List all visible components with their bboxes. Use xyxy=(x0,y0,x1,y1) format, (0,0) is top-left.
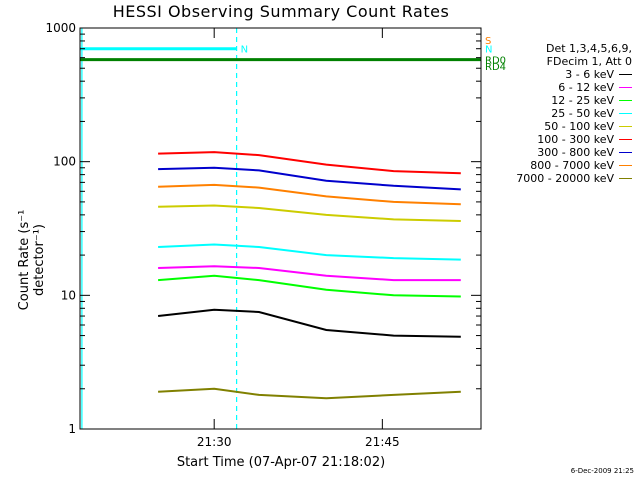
series-line-50-100-kev xyxy=(158,204,461,222)
legend-entry-50-100-kev: 50 - 100 keV xyxy=(484,120,632,133)
legend: Det 1,3,4,5,6,9, FDecim 1, Att 0 3 - 6 k… xyxy=(484,42,632,185)
y-tick-label-1000: 1000 xyxy=(45,21,76,35)
series-line-25-50-kev xyxy=(158,243,461,261)
series-line-300-800-kev xyxy=(158,166,461,191)
legend-swatch xyxy=(619,164,632,167)
legend-swatch xyxy=(619,125,632,128)
y-tick-label-100: 100 xyxy=(53,155,76,169)
y-axis-label: Count Rate (s⁻¹ detector⁻¹) xyxy=(17,209,47,311)
series-line-6-12-kev xyxy=(158,265,461,282)
legend-label: 300 - 800 keV xyxy=(537,146,614,159)
y-tick-label-1: 1 xyxy=(68,422,76,436)
legend-entry-100-300-kev: 100 - 300 keV xyxy=(484,133,632,146)
legend-swatch xyxy=(619,99,632,102)
legend-entry-800-7000-kev: 800 - 7000 keV xyxy=(484,159,632,172)
legend-entry-7000-20000-kev: 7000 - 20000 keV xyxy=(484,172,632,185)
legend-label: 100 - 300 keV xyxy=(537,133,614,146)
flag-label-rd0-3: RD0 xyxy=(485,56,506,67)
footer-timestamp: 6-Dec-2009 21:25 xyxy=(570,467,634,475)
legend-label: 800 - 7000 keV xyxy=(530,159,614,172)
legend-swatch xyxy=(619,86,632,89)
legend-entry-25-50-kev: 25 - 50 keV xyxy=(484,107,632,120)
x-axis-label: Start Time (07-Apr-07 21:18:02) xyxy=(176,455,386,470)
legend-entry-3-6-kev: 3 - 6 keV xyxy=(484,68,632,81)
flag-label-n-2: N xyxy=(485,45,492,56)
series-line-800-7000-kev xyxy=(158,183,461,206)
plot-background xyxy=(80,28,481,429)
annotation-lines xyxy=(81,28,238,429)
legend-swatch xyxy=(619,177,632,180)
x-tick-label-21-45: 21:45 xyxy=(365,435,400,449)
flag-label-s-5: S xyxy=(485,36,491,47)
plot-area xyxy=(80,28,481,429)
legend-header-line-1: Det 1,3,4,5,6,9, xyxy=(545,42,632,55)
legend-swatch xyxy=(619,138,632,141)
legend-swatch xyxy=(619,112,632,115)
legend-entry-6-12-kev: 6 - 12 keV xyxy=(484,81,632,94)
chart-title: HESSI Observing Summary Count Rates xyxy=(112,2,450,21)
flag-label-n-1: N xyxy=(241,45,248,56)
legend-label: 6 - 12 keV xyxy=(558,81,614,94)
legend-swatch xyxy=(619,151,632,154)
series-line-3-6-kev xyxy=(157,308,461,338)
legend-label: 12 - 25 keV xyxy=(551,94,614,107)
series-line-12-25-kev xyxy=(158,274,461,298)
plot-frame xyxy=(79,27,482,430)
legend-rows: 3 - 6 keV 6 - 12 keV 12 - 25 keV 25 - 50 ke… xyxy=(484,68,632,185)
series-line-7000-20000-kev xyxy=(158,387,461,400)
series-line-100-300-kev xyxy=(158,151,461,175)
legend-header-line-2: FDecim 1, Att 0 xyxy=(546,55,632,68)
legend-label: 50 - 100 keV xyxy=(544,120,614,133)
series-lines xyxy=(157,151,461,400)
flag-label-rd4-4: RD4 xyxy=(485,62,506,73)
y-tick-label-10: 10 xyxy=(61,288,76,302)
x-tick-label-21-30: 21:30 xyxy=(197,435,232,449)
legend-entry-300-800-kev: 300 - 800 keV xyxy=(484,146,632,159)
legend-entry-12-25-kev: 12 - 25 keV xyxy=(484,94,632,107)
legend-label: 25 - 50 keV xyxy=(551,107,614,120)
legend-swatch xyxy=(619,73,632,76)
legend-label: 3 - 6 keV xyxy=(565,68,614,81)
legend-label: 7000 - 20000 keV xyxy=(516,172,614,185)
axes: 21:30 21:45 1 10 100 1000 xyxy=(45,21,482,449)
